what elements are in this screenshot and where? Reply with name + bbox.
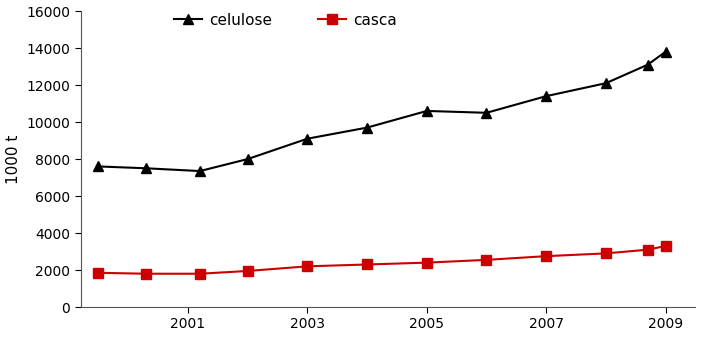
celulose: [304, 137, 312, 141]
Line: casca: casca: [93, 241, 670, 279]
celulose: [423, 109, 431, 113]
celulose: [196, 169, 204, 173]
casca: [601, 251, 610, 255]
celulose: [644, 63, 652, 67]
celulose: [542, 94, 550, 98]
casca: [196, 272, 204, 276]
Line: celulose: celulose: [93, 47, 670, 176]
celulose: [661, 50, 669, 54]
casca: [423, 261, 431, 265]
celulose: [142, 166, 151, 170]
casca: [644, 248, 652, 252]
casca: [304, 264, 312, 268]
celulose: [243, 157, 252, 161]
casca: [542, 254, 550, 258]
celulose: [363, 126, 372, 130]
casca: [243, 269, 252, 273]
celulose: [94, 164, 102, 168]
casca: [363, 263, 372, 267]
casca: [142, 272, 151, 276]
Legend: celulose, casca: celulose, casca: [175, 13, 397, 28]
casca: [482, 258, 491, 262]
Y-axis label: 1000 t: 1000 t: [6, 134, 20, 184]
celulose: [482, 111, 491, 115]
casca: [94, 271, 102, 275]
celulose: [601, 81, 610, 85]
casca: [661, 244, 669, 248]
